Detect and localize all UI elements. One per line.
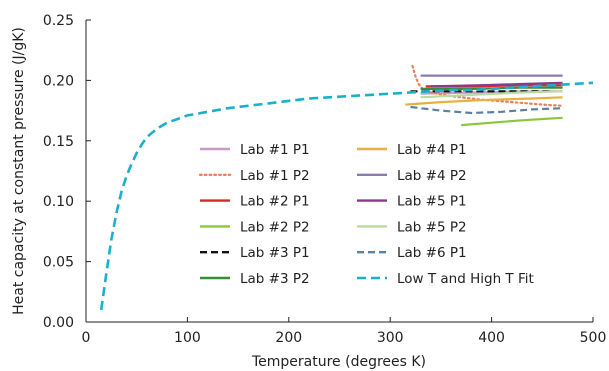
y-tick-label: 0.00 <box>43 315 74 331</box>
legend-label-lab-1-p2: Lab #1 P2 <box>240 168 310 184</box>
y-axis-title: Heat capacity at constant pressure (J/gK… <box>11 27 27 315</box>
legend-label-lab-4-p1: Lab #4 P1 <box>397 142 467 158</box>
legend-label-lab-2-p2: Lab #2 P2 <box>240 219 310 235</box>
x-tick-label: 500 <box>580 330 607 346</box>
plot-series <box>99 64 594 311</box>
series-line-lab-2-p2 <box>461 116 563 127</box>
y-tick-label: 0.15 <box>43 134 74 150</box>
x-tick-label: 300 <box>377 330 404 346</box>
y-tick-label: 0.20 <box>43 73 74 89</box>
legend-label-lab-3-p2: Lab #3 P2 <box>240 271 310 287</box>
x-ticks: 0 100 200 300 400 500 <box>82 317 607 346</box>
legend: Lab #1 P1 Lab #1 P2 Lab #2 P1 Lab #2 P2 Lab … <box>198 142 534 287</box>
axes <box>85 20 593 323</box>
x-tick-label: 0 <box>82 330 91 346</box>
series-line-lab-5-p1 <box>430 81 563 88</box>
y-tick-label: 0.05 <box>43 255 74 271</box>
y-tick-label: 0.25 <box>43 13 74 29</box>
x-axis-title: Temperature (degrees K) <box>251 354 426 370</box>
x-tick-label: 100 <box>174 330 201 346</box>
legend-label-lab-2-p1: Lab #2 P1 <box>240 194 310 210</box>
series-line-lab-6-p1 <box>410 105 563 115</box>
y-tick-label: 0.10 <box>43 194 74 210</box>
x-tick-label: 400 <box>478 330 505 346</box>
series-line-lab-1-p2 <box>411 64 564 107</box>
series-line-lab-5-p2 <box>420 90 563 99</box>
y-ticks: 0.00 0.05 0.10 0.15 0.20 0.25 <box>43 13 91 331</box>
legend-label-lab-1-p1: Lab #1 P1 <box>240 142 310 158</box>
legend-label-lab-4-p2: Lab #4 P2 <box>397 168 467 184</box>
legend-label-lab-3-p1: Lab #3 P1 <box>240 245 310 261</box>
series-line-lab-4-p1 <box>405 96 563 106</box>
series-line-low-t-and-high-t-fit <box>99 81 594 311</box>
x-tick-label: 200 <box>275 330 302 346</box>
legend-label-lab-5-p2: Lab #5 P2 <box>397 219 467 235</box>
legend-label-low-t-and-high-t-fit: Low T and High T Fit <box>397 271 534 287</box>
legend-label-lab-5-p1: Lab #5 P1 <box>397 194 467 210</box>
legend-label-lab-6-p1: Lab #6 P1 <box>397 245 467 261</box>
